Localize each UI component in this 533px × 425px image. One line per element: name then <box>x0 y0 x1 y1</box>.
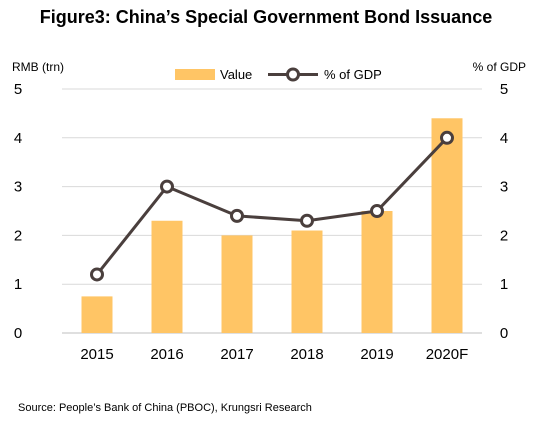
source-note: Source: People’s Bank of China (PBOC), K… <box>18 402 312 414</box>
x-tick-label: 2020F <box>426 346 469 363</box>
gdp-point-2018 <box>300 213 314 228</box>
left-tick-label: 2 <box>14 227 22 244</box>
right-tick-label: 4 <box>500 130 508 147</box>
x-tick-label: 2016 <box>150 346 183 363</box>
legend-value-label: Value <box>220 67 252 82</box>
left-tick-label: 3 <box>14 179 22 196</box>
bar-2019 <box>361 211 393 333</box>
left-axis-ticks: 0 1 2 3 4 5 <box>14 81 22 342</box>
bar-2020F <box>431 118 463 333</box>
left-axis-title: RMB (trn) <box>12 60 64 74</box>
left-tick-label: 4 <box>14 130 22 147</box>
right-tick-label: 0 <box>500 325 508 342</box>
x-tick-label: 2018 <box>290 346 323 363</box>
x-axis-labels: 2015 2016 2017 2018 2019 2020F <box>80 346 468 363</box>
x-tick-label: 2015 <box>80 346 113 363</box>
legend-gdp-marker <box>286 67 300 82</box>
gdp-line <box>95 136 449 276</box>
left-tick-label: 1 <box>14 276 22 293</box>
right-axis-title: % of GDP <box>473 60 526 74</box>
left-tick-label: 5 <box>14 81 22 98</box>
x-tick-label: 2019 <box>360 346 393 363</box>
chart-title: Figure3: China’s Special Government Bond… <box>40 7 492 27</box>
gdp-point-2019 <box>370 204 384 218</box>
line-markers <box>90 130 454 282</box>
right-axis-ticks: 0 1 2 3 4 5 <box>500 81 508 342</box>
bar-2016 <box>151 220 183 333</box>
right-tick-label: 3 <box>500 179 508 196</box>
bar-series <box>81 118 463 333</box>
right-tick-label: 5 <box>500 81 508 98</box>
bar-2017 <box>221 235 253 333</box>
right-tick-label: 1 <box>500 276 508 293</box>
gdp-point-2016 <box>160 179 174 194</box>
legend: Value % of GDP <box>175 67 382 82</box>
legend-gdp-label: % of GDP <box>324 67 382 82</box>
x-tick-label: 2017 <box>220 346 253 363</box>
bar-2018 <box>291 230 323 333</box>
gdp-point-2020F <box>440 130 454 145</box>
legend-value-swatch <box>175 69 215 80</box>
line-series <box>95 136 449 276</box>
gdp-point-2017 <box>230 208 244 223</box>
left-tick-label: 0 <box>14 325 22 342</box>
right-tick-label: 2 <box>500 227 508 244</box>
bar-2015 <box>81 296 113 333</box>
gdp-point-2015 <box>90 267 104 282</box>
gridlines <box>62 88 482 334</box>
